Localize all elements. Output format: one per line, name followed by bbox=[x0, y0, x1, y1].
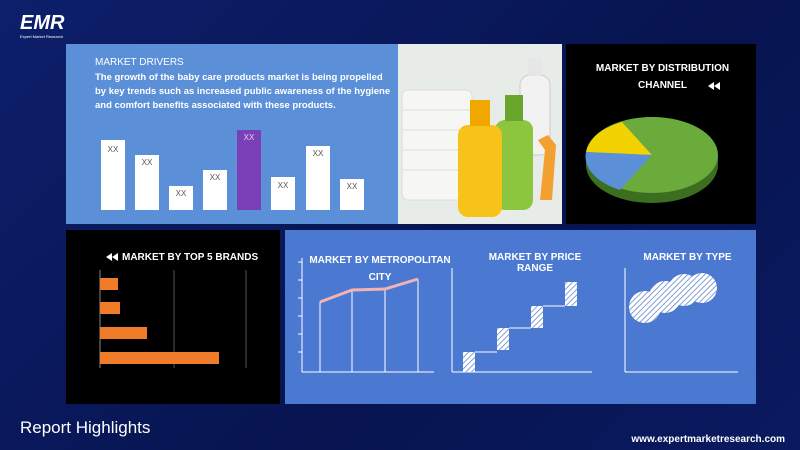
bar bbox=[306, 146, 330, 210]
price-chart bbox=[451, 268, 592, 373]
drivers-text: The growth of the baby care products mar… bbox=[95, 72, 391, 111]
metro-chart bbox=[298, 258, 434, 373]
bar-label: XX bbox=[347, 182, 358, 191]
bar bbox=[135, 155, 159, 210]
footer-url: www.expertmarketresearch.com bbox=[631, 434, 785, 445]
brands-title: MARKET BY TOP 5 BRANDS bbox=[122, 252, 259, 263]
distribution-title: MARKET BY DISTRIBUTION CHANNEL bbox=[595, 63, 730, 91]
bar-label: XX bbox=[244, 133, 255, 142]
brand-bars bbox=[99, 270, 247, 368]
driver-bars bbox=[101, 130, 364, 210]
bar bbox=[101, 140, 125, 210]
footer-title: Report Highlights bbox=[20, 418, 151, 437]
bar bbox=[203, 170, 227, 210]
bar-label: XX bbox=[176, 189, 187, 198]
bar bbox=[340, 179, 364, 210]
bar-label: XX bbox=[210, 173, 221, 182]
bar bbox=[169, 186, 193, 210]
drivers-title: MARKET DRIVERS bbox=[95, 57, 184, 68]
brands-panel bbox=[66, 230, 280, 404]
bar-label: XX bbox=[313, 149, 324, 158]
arrow-icon bbox=[708, 82, 720, 90]
logo: EMR bbox=[20, 12, 65, 34]
bar-label: XX bbox=[278, 181, 289, 190]
type-chart bbox=[624, 268, 738, 373]
segments-panel bbox=[285, 230, 756, 404]
type-title: MARKET BY TYPE bbox=[643, 252, 732, 263]
bar-label: XX bbox=[108, 145, 119, 154]
bar bbox=[237, 130, 261, 210]
pie bbox=[585, 116, 718, 203]
logo-sub: Expert Market Research bbox=[20, 34, 64, 39]
price-title: MARKET BY PRICE RANGE bbox=[488, 252, 582, 274]
product-illustration bbox=[401, 58, 556, 217]
arrow-icon bbox=[106, 253, 118, 261]
bar-label: XX bbox=[142, 158, 153, 167]
bar bbox=[271, 177, 295, 210]
metro-title: MARKET BY METROPOLITAN CITY bbox=[309, 255, 451, 283]
